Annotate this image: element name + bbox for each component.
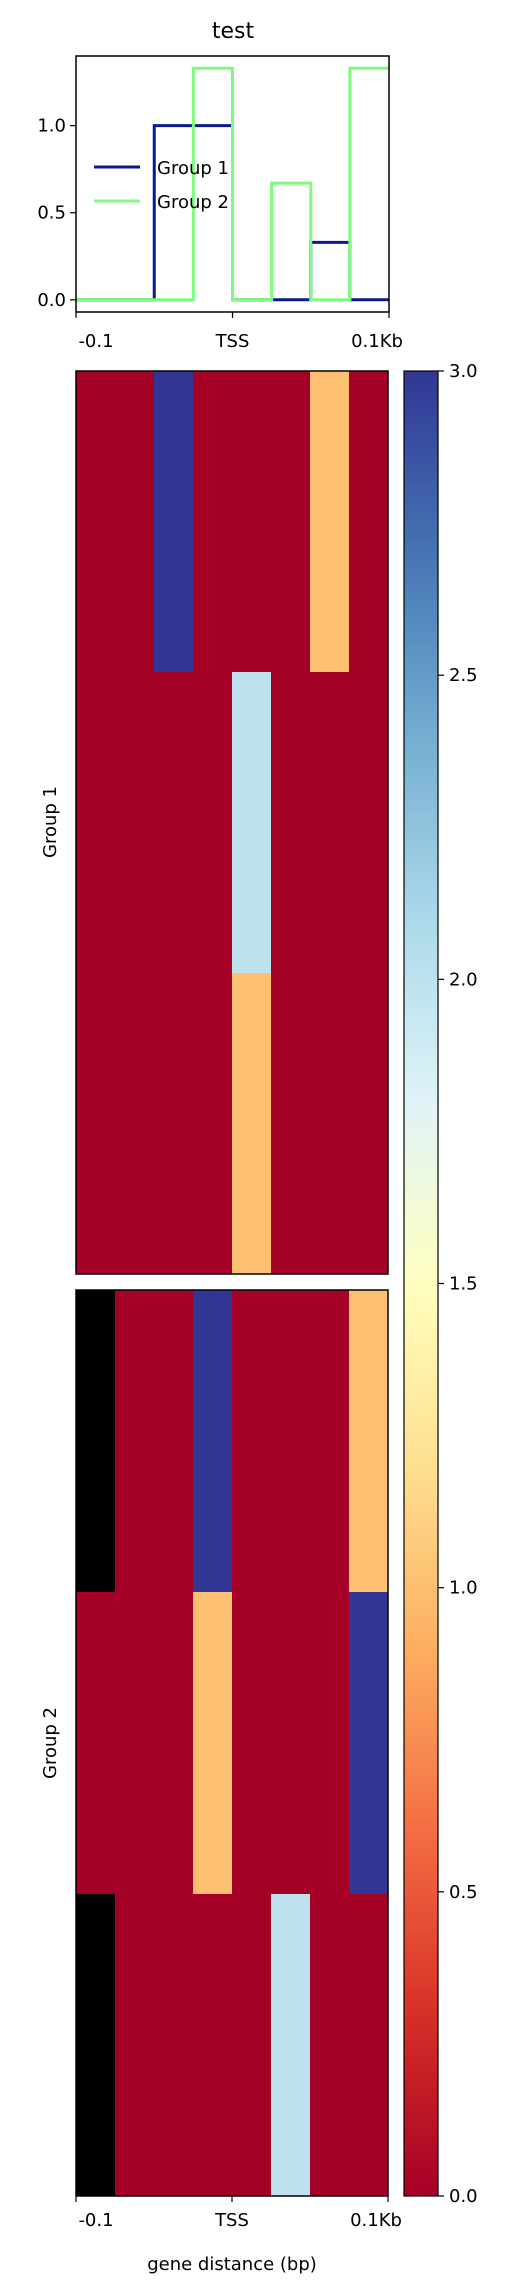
heatmap-cell <box>310 973 350 1275</box>
heatmap-cell <box>310 1592 350 1895</box>
x-axis-label: gene distance (bp) <box>147 2254 317 2275</box>
heatmap-cell <box>349 1592 389 1895</box>
colorbar-tick-label: 2.5 <box>449 665 478 686</box>
legend-label-group-2: Group 2 <box>157 192 229 213</box>
heatmap-cell <box>232 1592 272 1895</box>
heatmap-cell <box>115 1290 155 1593</box>
heatmap-x-ticks: -0.1 TSS 0.1Kb <box>75 2196 402 2231</box>
colorbar: 0.0 0.5 1.0 1.5 2.0 2.5 3.0 <box>403 361 478 2207</box>
heatmap-cell <box>193 672 233 974</box>
heatmap-cell <box>349 672 389 974</box>
heatmap-cell <box>193 1290 233 1593</box>
colorbar-gradient <box>403 370 439 2197</box>
heatmap-cell <box>349 1894 389 2197</box>
colorbar-tick-label: 2.0 <box>449 969 478 990</box>
heatmap-cell <box>310 371 350 673</box>
profile-y-tick-label: 1.0 <box>37 116 66 137</box>
heatmap-cell <box>154 371 194 673</box>
colorbar-ticks: 0.0 0.5 1.0 1.5 2.0 2.5 3.0 <box>438 361 478 2207</box>
heatmap-group-2: Group 2 <box>40 1289 389 2197</box>
heatmap-cell <box>76 1894 116 2197</box>
heatmap-cell <box>271 1894 311 2197</box>
heatmap-cell <box>232 973 272 1275</box>
heatmap-x-tick-label: TSS <box>214 2210 249 2231</box>
heatmap-cell <box>154 973 194 1275</box>
heatmap-cell <box>349 973 389 1275</box>
heatmap-cell <box>76 1592 116 1895</box>
heatmap-cell <box>115 672 155 974</box>
heatmap-cell <box>349 371 389 673</box>
heatmap-cell <box>271 973 311 1275</box>
heatmap-cell <box>310 1290 350 1593</box>
profile-axes-frame <box>75 55 390 313</box>
heatmap-group-2-cells <box>76 1290 389 2197</box>
heatmap-cell <box>115 1592 155 1895</box>
heatmap-cell <box>193 1592 233 1895</box>
heatmap-group-1-frame <box>75 370 389 1275</box>
profile-y-tick-label: 0.5 <box>37 203 66 224</box>
colorbar-tick-label: 0.5 <box>449 1882 478 1903</box>
heatmap-cell <box>310 672 350 974</box>
heatmap-group-2-label: Group 2 <box>40 1707 61 1779</box>
heatmap-cell <box>76 371 116 673</box>
heatmap-cell <box>271 1592 311 1895</box>
heatmap-group-1: Group 1 <box>40 370 389 1275</box>
profile-lines <box>76 66 389 302</box>
heatmap-cell <box>310 1894 350 2197</box>
heatmap-cell <box>115 973 155 1275</box>
heatmap-cell <box>115 371 155 673</box>
heatmap-cell <box>271 371 311 673</box>
heatmap-cell <box>193 973 233 1275</box>
colorbar-tick-label: 1.0 <box>449 1578 478 1599</box>
heatmap-x-tick-label: 0.1Kb <box>350 2210 402 2231</box>
heatmap-cell <box>154 1894 194 2197</box>
profile-panel: test 0.0 0.5 1.0 -0.1 TSS 0.1Kb Group 1 Grou… <box>37 19 403 352</box>
heatmap-cell <box>232 672 272 974</box>
heatmap-group-1-cells <box>76 371 389 1275</box>
profile-series-2-line <box>76 66 389 302</box>
colorbar-tick-label: 3.0 <box>449 361 478 382</box>
heatmap-cell <box>232 1894 272 2197</box>
heatmap-cell <box>193 1894 233 2197</box>
heatmap-cell <box>349 1290 389 1593</box>
colorbar-tick-label: 0.0 <box>449 2186 478 2207</box>
profile-y-tick-label: 0.0 <box>37 290 66 311</box>
profile-legend: Group 1 Group 2 <box>94 158 229 213</box>
profile-x-tick-label: TSS <box>215 331 250 352</box>
heatmap-cell <box>232 1290 272 1593</box>
heatmap-cell <box>115 1894 155 2197</box>
heatmap-cell <box>76 672 116 974</box>
legend-label-group-1: Group 1 <box>157 158 229 179</box>
profile-x-tick-label: 0.1Kb <box>351 331 403 352</box>
heatmap-cell <box>154 1592 194 1895</box>
profile-title: test <box>212 19 255 44</box>
profile-y-ticks: 0.0 0.5 1.0 <box>37 116 76 311</box>
colorbar-tick-label: 1.5 <box>449 1274 478 1295</box>
heatmap-cell <box>271 672 311 974</box>
heatmap-x-tick-label: -0.1 <box>78 2210 113 2231</box>
profile-x-ticks: -0.1 TSS 0.1Kb <box>75 312 403 352</box>
heatmap-cell <box>154 1290 194 1593</box>
heatmap-cell <box>154 672 194 974</box>
heatmap-group-1-label: Group 1 <box>40 786 61 858</box>
heatmap-cell <box>232 371 272 673</box>
heatmap-cell <box>76 1290 116 1593</box>
profile-x-tick-label: -0.1 <box>78 331 113 352</box>
heatmap-cell <box>193 371 233 673</box>
heatmap-cell <box>271 1290 311 1593</box>
heatmap-cell <box>76 973 116 1275</box>
